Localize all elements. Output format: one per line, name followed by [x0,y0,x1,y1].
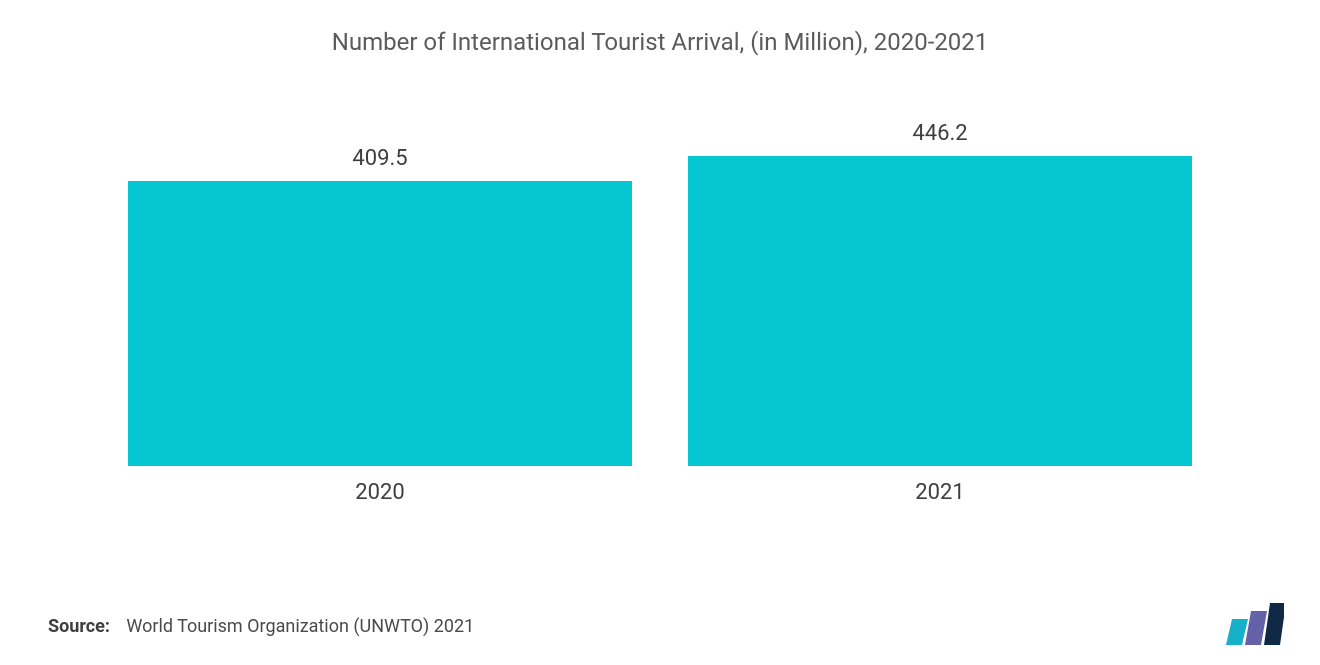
source-footer: Source: World Tourism Organization (UNWT… [48,616,474,637]
brand-logo [1226,603,1284,645]
bar-category-0: 2020 [355,480,404,505]
bar-category-1: 2021 [915,480,964,505]
bar-group-0: 409.5 2020 [128,146,632,505]
bar-0 [128,181,632,466]
bar-1 [688,156,1192,466]
source-key: Source: [48,616,110,637]
chart-title: Number of International Tourist Arrival,… [0,0,1320,56]
chart-container: Number of International Tourist Arrival,… [0,0,1320,665]
bar-value-0: 409.5 [352,146,407,171]
bar-value-1: 446.2 [912,121,967,146]
bar-group-1: 446.2 2021 [688,121,1192,505]
logo-icon [1226,603,1284,645]
plot-area: 409.5 2020 446.2 2021 [100,120,1220,505]
source-value: World Tourism Organization (UNWTO) 2021 [126,616,474,637]
